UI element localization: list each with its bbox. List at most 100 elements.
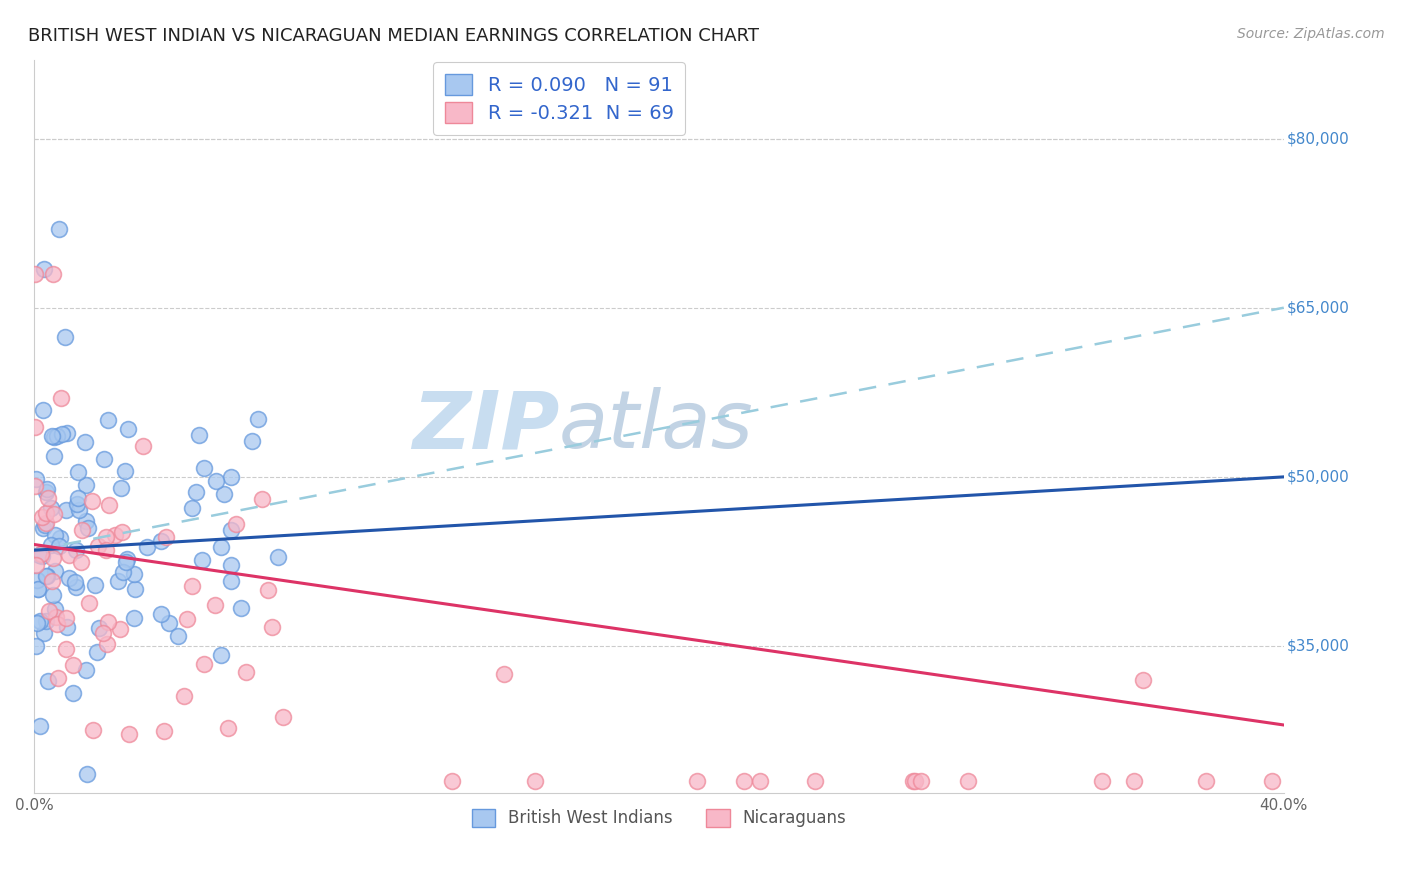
Point [38,604,60,618]
Point [48,539,70,553]
Point [904,774,927,789]
Point [153,723,176,738]
Point [225,516,247,531]
Point [117,422,139,436]
Point [91,626,114,640]
Point [271,710,294,724]
Point [42,588,65,602]
Point [75,514,97,528]
Point [75,477,97,491]
Point [204,475,226,489]
Point [30,719,52,733]
Point [87,539,110,553]
Text: $50,000: $50,000 [1286,469,1348,484]
Point [107,574,129,589]
Point [193,461,215,475]
Point [221,523,243,537]
Point [76,520,98,534]
Point [98,498,121,512]
Point [35,569,58,583]
Point [37,491,59,505]
Point [35,482,58,496]
Point [45,610,67,624]
Point [1132,673,1154,687]
Point [956,774,979,789]
Point [42,550,65,565]
Point [111,524,134,539]
Point [97,413,120,427]
Point [97,615,120,630]
Point [94,542,117,557]
Point [250,492,273,507]
Point [25,558,48,572]
Point [56,620,79,634]
Point [111,566,134,580]
Point [523,774,546,789]
Point [51,426,73,441]
Point [212,487,235,501]
Text: $80,000: $80,000 [1286,131,1348,146]
Point [37,673,59,688]
Point [910,774,932,789]
Point [804,774,827,789]
Point [76,767,98,781]
Text: ZIP: ZIP [412,387,560,465]
Point [42,449,65,463]
Point [45,429,67,443]
Text: $35,000: $35,000 [1286,639,1350,654]
Point [39,538,62,552]
Point [34,614,56,628]
Point [31,549,53,564]
Point [1091,774,1114,789]
Point [73,434,96,449]
Point [157,616,180,631]
Point [48,221,70,235]
Point [58,548,80,562]
Text: atlas: atlas [560,387,754,465]
Point [55,610,77,624]
Point [188,428,211,442]
Point [204,598,226,612]
Point [35,569,58,583]
Point [34,518,56,533]
Point [49,531,72,545]
Point [686,774,709,789]
Point [55,641,77,656]
Point [181,500,204,515]
Point [35,516,58,531]
Text: Source: ZipAtlas.com: Source: ZipAtlas.com [1237,27,1385,41]
Point [193,657,215,672]
Point [219,470,242,484]
Point [124,582,146,596]
Point [66,491,89,506]
Text: $65,000: $65,000 [1286,301,1350,315]
Point [1195,774,1218,789]
Point [229,601,252,615]
Point [184,484,207,499]
Point [28,548,51,562]
Point [749,774,772,789]
Point [93,452,115,467]
Point [24,479,46,493]
Point [24,420,46,434]
Point [27,582,49,596]
Point [24,267,46,281]
Point [246,411,269,425]
Point [58,571,80,585]
Point [31,510,53,524]
Point [155,530,177,544]
Point [219,558,242,572]
Point [209,648,232,662]
Point [46,671,69,685]
Point [262,619,284,633]
Point [56,426,79,441]
Point [35,484,58,499]
Point [903,774,925,789]
Point [108,622,131,636]
Point [62,686,84,700]
Point [1123,774,1146,789]
Point [35,506,58,520]
Point [42,430,65,444]
Point [149,607,172,621]
Point [1260,774,1282,789]
